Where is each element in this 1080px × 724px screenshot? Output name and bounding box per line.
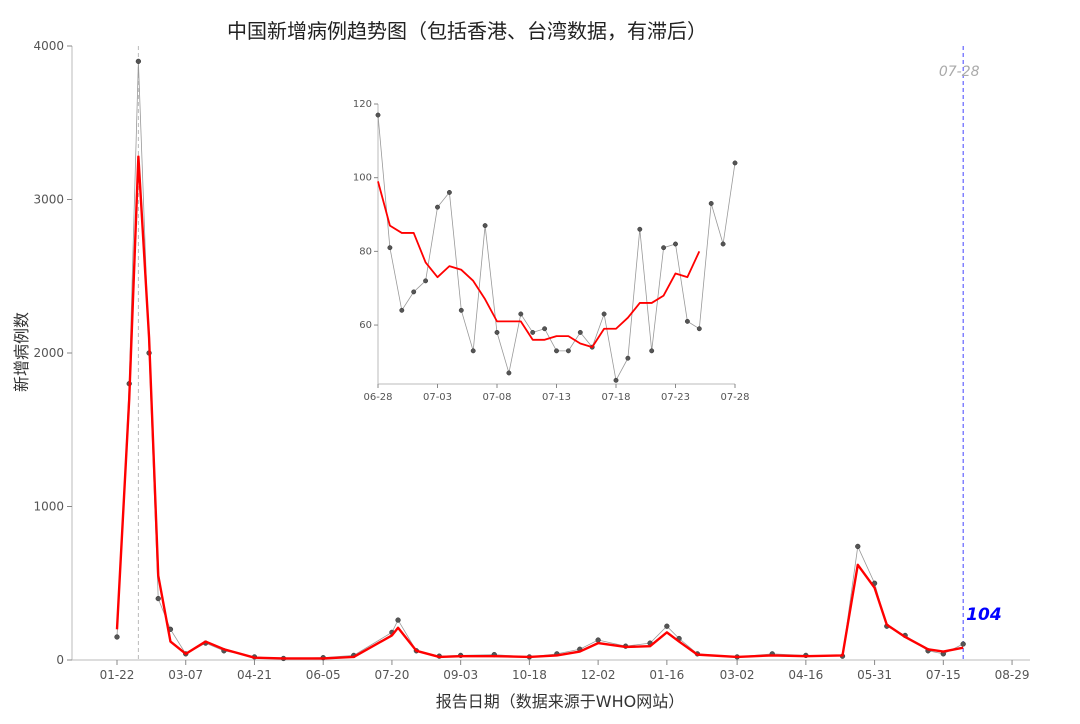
inset-data-point	[577, 329, 583, 335]
data-point	[395, 617, 401, 623]
data-point	[960, 641, 966, 647]
inset-y-tick-label: 80	[359, 246, 372, 257]
x-tick-label: 09-03	[443, 668, 478, 682]
inset-raw-line	[377, 115, 736, 382]
inset-data-point	[673, 241, 678, 247]
inset-x-tick-label: 07-03	[423, 392, 452, 403]
x-tick-label: 07-15	[926, 668, 961, 682]
inset-data-point	[458, 307, 464, 313]
inset-x-tick-label: 07-18	[601, 392, 630, 403]
x-tick-label: 01-22	[100, 668, 135, 682]
inset-data-point	[482, 223, 488, 229]
y-axis-title: 新增病例数	[12, 312, 31, 392]
x-tick-label: 04-16	[788, 668, 823, 682]
inset-data-point	[423, 278, 429, 284]
inset-x-tick-label: 07-13	[542, 392, 571, 403]
y-tick-label: 4000	[33, 39, 64, 53]
data-point	[135, 58, 142, 64]
x-tick-label: 12-02	[581, 668, 616, 682]
y-tick-label: 1000	[33, 500, 64, 514]
x-tick-label: 08-29	[995, 668, 1030, 682]
series-raw-line	[116, 61, 964, 659]
inset-data-point	[411, 289, 417, 295]
chart-title: 中国新增病例趋势图（包括香港、台湾数据，有滞后）	[227, 19, 707, 43]
inset-data-point	[470, 348, 476, 354]
y-tick-label: 2000	[33, 346, 64, 360]
inset-data-point	[649, 348, 655, 354]
x-tick-label: 05-31	[857, 668, 892, 682]
inset-data-point	[530, 329, 536, 335]
inset-data-point	[637, 226, 643, 232]
inset-data-point	[554, 348, 559, 354]
x-tick-label: 06-05	[306, 668, 341, 682]
data-point	[114, 634, 120, 640]
inset-data-point	[720, 241, 726, 247]
x-tick-label: 03-02	[720, 668, 755, 682]
inset-data-point	[684, 318, 690, 324]
annotation-last-value: 104	[966, 605, 1002, 625]
y-tick-label: 3000	[33, 193, 64, 207]
data-point	[664, 623, 670, 629]
inset-data-point	[506, 370, 512, 376]
inset-data-point	[494, 329, 500, 335]
inset-data-point	[387, 245, 393, 251]
y-tick-label: 0	[56, 653, 64, 667]
x-tick-label: 07-20	[374, 668, 409, 682]
series-smoothed-line	[115, 155, 964, 660]
inset-data-point	[399, 307, 405, 313]
inset-smoothed-line	[377, 181, 701, 349]
inset-x-tick-label: 07-23	[661, 392, 690, 403]
data-point	[855, 543, 861, 550]
inset-data-point	[435, 204, 440, 210]
inset-data-point	[696, 326, 702, 332]
inset-chart: 60 80 100 120 06-28 07-03 07-08 07-13 07-18 07-23…	[353, 99, 750, 403]
inset-data-point	[446, 189, 452, 195]
inset-x-tick-label: 06-28	[363, 392, 392, 403]
inset-y-tick-label: 120	[353, 99, 372, 110]
x-tick-label: 10-18	[512, 668, 547, 682]
x-tick-label: 04-21	[237, 668, 272, 682]
x-tick-label: 01-16	[649, 668, 684, 682]
inset-data-point	[625, 355, 631, 361]
inset-data-point	[732, 160, 738, 166]
inset-x-tick-label: 07-08	[482, 392, 511, 403]
inset-data-point	[708, 201, 714, 206]
inset-data-point	[375, 112, 381, 118]
data-point	[595, 637, 601, 643]
annotation-last-date: 07-28	[939, 64, 980, 80]
inset-x-tick-label: 07-28	[720, 392, 749, 403]
inset-data-point	[518, 311, 524, 317]
inset-data-point	[601, 311, 607, 317]
inset-y-tick-label: 60	[359, 320, 372, 331]
inset-data-point	[565, 348, 571, 354]
x-axis-title: 报告日期（数据来源于WHO网站）	[436, 692, 684, 711]
inset-y-tick-label: 100	[353, 173, 372, 184]
data-point	[155, 595, 161, 602]
inset-data-point	[613, 377, 619, 383]
x-tick-label: 03-07	[168, 668, 203, 682]
inset-data-point	[661, 245, 667, 251]
inset-data-point	[542, 326, 548, 332]
